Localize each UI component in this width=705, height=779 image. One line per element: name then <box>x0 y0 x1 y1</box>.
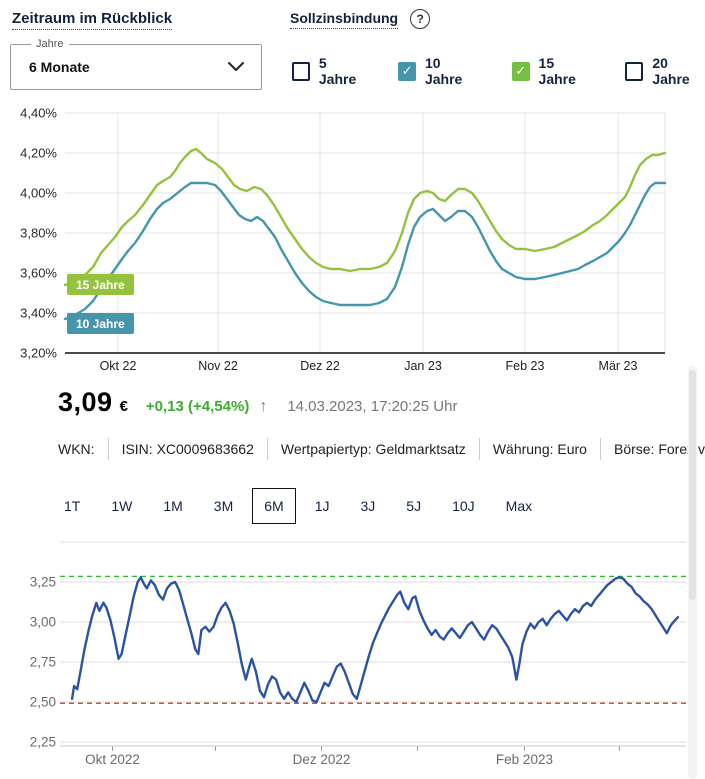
quote-change: +0,13 (+4,54%) <box>145 398 250 415</box>
info-item-isin: ISIN: XC0009683662 <box>121 441 254 457</box>
quote-price: 3,09 <box>58 387 113 417</box>
svg-text:4,00%: 4,00% <box>20 186 57 201</box>
svg-text:Feb 23: Feb 23 <box>506 359 545 373</box>
svg-text:2,50: 2,50 <box>30 695 56 710</box>
instrument-info-row: WKN: ISIN: XC0009683662 Wertpapiertyp: Gel… <box>58 436 705 462</box>
svg-text:3,60%: 3,60% <box>20 266 57 281</box>
svg-text:Mär 23: Mär 23 <box>599 359 638 373</box>
range-tab-max[interactable]: Max <box>505 498 533 514</box>
svg-text:3,20%: 3,20% <box>20 346 57 361</box>
arrow-up-icon: ↑ <box>259 398 268 415</box>
price-chart[interactable]: 3,25 3,00 2,75 2,50 2,25 Okt 2022 Dez 2022 Feb … <box>0 535 705 779</box>
y-tick-labels: 3,20% 3,40% 3,60% 3,80% 4,00% 4,20% 4,40% <box>20 106 57 361</box>
series-badge-15-jahre: 15 Jahre <box>67 274 134 295</box>
svg-text:4,20%: 4,20% <box>20 146 57 161</box>
svg-text:4,40%: 4,40% <box>20 106 57 121</box>
series-line-10-jahre <box>63 181 667 321</box>
series-badge-10-jahre: 10 Jahre <box>67 313 134 334</box>
checkbox-checked-icon[interactable]: ✓ <box>511 61 530 81</box>
divider <box>107 438 109 460</box>
checkbox-label: 15 Jahre <box>538 55 576 87</box>
svg-text:3,40%: 3,40% <box>20 306 57 321</box>
range-tab-1w[interactable]: 1W <box>111 498 133 514</box>
help-icon[interactable]: ? <box>410 9 431 29</box>
series-line-15-jahre <box>63 147 667 287</box>
checkbox-unchecked[interactable] <box>625 61 644 81</box>
svg-text:2,25: 2,25 <box>30 735 56 750</box>
page-title: Zeitraum im Rückblick <box>12 10 173 30</box>
scrollbar-thumb[interactable] <box>689 370 696 600</box>
svg-text:3,00: 3,00 <box>30 615 56 630</box>
svg-text:Dez 22: Dez 22 <box>300 359 340 373</box>
gridlines <box>60 541 686 751</box>
period-dropdown[interactable]: Jahre 6 Monate <box>10 38 262 90</box>
scrollbar-track[interactable] <box>688 366 697 779</box>
series-line-kurs <box>70 576 680 704</box>
legend-title: Sollzinsbindung <box>290 10 399 29</box>
checkbox-label: 5 Jahre <box>318 55 357 87</box>
svg-text:2,75: 2,75 <box>30 655 56 670</box>
svg-text:Dez 2022: Dez 2022 <box>293 752 351 767</box>
chevron-down-icon <box>227 61 245 73</box>
checkbox-20-jahre[interactable]: 20 Jahre <box>625 55 705 87</box>
sollzinsbindung-checkbox-group: 5 Jahre ✓ 10 Jahre ✓ 15 Jahre 20 Jahre <box>292 55 705 87</box>
range-tab-1j[interactable]: 1J <box>314 498 330 514</box>
range-tab-5j[interactable]: 5J <box>406 498 422 514</box>
divider <box>599 438 601 460</box>
x-tick-labels: Okt 22 Nov 22 Dez 22 Jan 23 Feb 23 Mär 23 <box>100 359 638 373</box>
divider <box>478 438 480 460</box>
info-item-börse: Börse: Forex vwd <box>613 441 705 457</box>
svg-text:Feb 2023: Feb 2023 <box>496 752 553 767</box>
checkbox-5-jahre[interactable]: 5 Jahre <box>292 55 364 87</box>
range-tab-1m[interactable]: 1M <box>163 498 183 514</box>
range-tab-3m[interactable]: 3M <box>213 498 234 514</box>
dropdown-value: 6 Monate <box>29 59 90 75</box>
y-tick-labels: 3,25 3,00 2,75 2,50 2,25 <box>30 575 56 750</box>
quote-currency: € <box>119 398 128 415</box>
range-tabs: 1T 1W 1M 3M 6M 1J 3J 5J 10J Max <box>62 488 534 524</box>
checkbox-label: 10 Jahre <box>424 55 463 87</box>
svg-text:Jan 23: Jan 23 <box>404 359 442 373</box>
svg-text:Okt 22: Okt 22 <box>100 359 137 373</box>
rates-chart[interactable]: 3,20% 3,40% 3,60% 3,80% 4,00% 4,20% 4,40% Okt 2… <box>0 100 705 382</box>
checkbox-10-jahre[interactable]: ✓ 10 Jahre <box>398 55 478 87</box>
svg-text:Okt 2022: Okt 2022 <box>85 752 140 767</box>
quote-timestamp: 14.03.2023, 17:20:25 Uhr <box>287 398 458 415</box>
dropdown-label: Jahre <box>31 38 69 50</box>
checkbox-label: 20 Jahre <box>652 55 690 87</box>
range-tab-3j[interactable]: 3J <box>360 498 376 514</box>
divider <box>266 438 268 460</box>
svg-text:Nov 22: Nov 22 <box>198 359 238 373</box>
x-tick-labels: Okt 2022 Dez 2022 Feb 2023 <box>85 752 553 767</box>
checkbox-unchecked[interactable] <box>292 61 310 81</box>
svg-text:3,80%: 3,80% <box>20 226 57 241</box>
info-item-währung: Währung: Euro <box>492 441 587 457</box>
checkbox-15-jahre[interactable]: ✓ 15 Jahre <box>511 55 592 87</box>
range-tab-1t[interactable]: 1T <box>64 498 81 514</box>
info-item-wertpapiertyp: Wertpapiertyp: Geldmarktsatz <box>280 441 466 457</box>
range-tab-10j[interactable]: 10J <box>452 498 475 514</box>
checkbox-checked-icon[interactable]: ✓ <box>398 61 416 81</box>
svg-text:3,25: 3,25 <box>30 575 56 590</box>
range-tab-6m[interactable]: 6M <box>252 488 296 524</box>
gridlines <box>65 112 666 354</box>
quote-row: 3,09 € +0,13 (+4,54%) ↑ 14.03.2023, 17:2… <box>58 387 457 418</box>
info-item-wkn: WKN: <box>58 441 95 457</box>
